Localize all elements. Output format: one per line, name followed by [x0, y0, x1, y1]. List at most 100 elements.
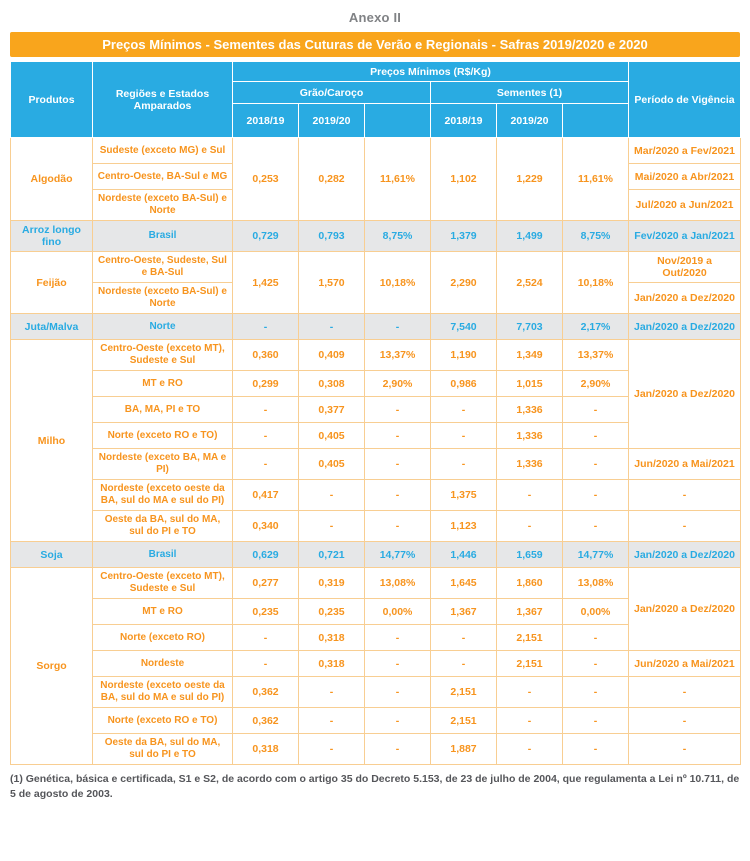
region-cell: Centro-Oeste, BA-Sul e MG [92, 163, 233, 190]
table-row: Nordeste (exceto BA-Sul) e Norte Jul/2020… [11, 189, 741, 221]
value-cell: 0,417 [232, 479, 299, 511]
value-cell: - [364, 676, 431, 708]
footnote: (1) Genética, básica e certificada, S1 e… [10, 773, 740, 801]
region-cell: Nordeste (exceto BA-Sul) e Norte [92, 189, 233, 221]
value-cell: 11,61% [562, 137, 629, 221]
value-cell: 1,190 [430, 339, 497, 371]
period-cell: Mar/2020 a Fev/2021 [628, 137, 741, 164]
region-cell: Centro-Oeste (exceto MT), Sudeste e Sul [92, 567, 233, 599]
col-header-grao-variation [364, 103, 431, 138]
value-cell: 1,659 [496, 541, 563, 568]
region-cell: Brasil [92, 541, 233, 568]
price-table: Produtos Regiões e Estados Amparados Pre… [10, 61, 741, 765]
value-cell: 0,318 [298, 624, 365, 651]
region-cell: Centro-Oeste, Sudeste, Sul e BA-Sul [92, 251, 233, 283]
value-cell: 0,793 [298, 220, 365, 252]
col-header-grao-year-prev: 2018/19 [232, 103, 299, 138]
table-row: Algodão Sudeste (exceto MG) e Sul 0,253 0,2… [10, 137, 741, 221]
value-cell: - [298, 707, 365, 734]
period-cell: Jan/2020 a Dez/2020 [628, 567, 741, 651]
value-cell: - [364, 624, 431, 651]
value-cell: - [562, 422, 629, 449]
col-header-grao-year-cur: 2019/20 [298, 103, 365, 138]
period-cell: - [628, 479, 741, 511]
value-cell: 1,015 [496, 370, 563, 397]
value-cell: - [364, 479, 431, 511]
table-row: Juta/Malva Norte - - -7,540 7,703 2,17% Jan/202… [10, 313, 741, 340]
value-cell: 0,282 [298, 137, 365, 221]
value-cell: 0,362 [232, 676, 299, 708]
table-row: Feijão Centro-Oeste, Sudeste, Sul e BA-Su… [10, 251, 741, 314]
period-cell: Jul/2020 a Jun/2021 [628, 189, 741, 221]
value-cell: 10,18% [364, 251, 431, 314]
value-cell: 0,377 [298, 396, 365, 423]
value-cell: - [364, 422, 431, 449]
value-cell: - [562, 650, 629, 677]
value-cell: 7,703 [496, 313, 563, 340]
value-cell: 0,629 [232, 541, 299, 568]
value-cell: - [364, 733, 431, 765]
value-cell: - [298, 313, 365, 340]
value-cell: 1,570 [298, 251, 365, 314]
value-cell: 1,367 [430, 598, 497, 625]
table-row: Nordeste (exceto BA, MA e PI) -0,405- -1,3… [11, 448, 741, 480]
value-cell: 2,90% [562, 370, 629, 397]
value-cell: - [232, 313, 299, 340]
value-cell: 0,360 [232, 339, 299, 371]
period-cell: Mai/2020 a Abr/2021 [628, 163, 741, 190]
col-header-periodo: Período de Vigência [628, 61, 741, 138]
period-cell: Jan/2020 a Dez/2020 [628, 282, 741, 314]
value-cell: - [364, 650, 431, 677]
value-cell: - [430, 422, 497, 449]
value-cell: 1,425 [232, 251, 299, 314]
table-row: Nordeste (exceto BA-Sul) e Norte Jan/2020… [11, 282, 741, 314]
value-cell: 1,349 [496, 339, 563, 371]
region-cell: Nordeste (exceto oeste da BA, sul do MA … [92, 479, 233, 511]
header-row-1: Produtos Regiões e Estados Amparados Pre… [10, 61, 741, 138]
value-cell: - [496, 479, 563, 511]
table-row: Milho Centro-Oeste (exceto MT), Sudeste e… [10, 339, 741, 542]
value-cell: 2,524 [496, 251, 563, 314]
value-cell: - [298, 733, 365, 765]
period-cell: - [628, 510, 741, 542]
col-header-grao-caroco: Grão/Caroço [232, 81, 431, 104]
period-cell: - [628, 676, 741, 708]
value-cell: - [430, 650, 497, 677]
value-cell: 0,986 [430, 370, 497, 397]
value-cell: - [364, 396, 431, 423]
page: Anexo II Preços Mínimos - Sementes das C… [10, 10, 741, 801]
value-cell: - [364, 313, 431, 340]
value-cell: - [232, 396, 299, 423]
value-cell: - [562, 676, 629, 708]
table-row: Arroz longo fino Brasil 0,729 0,793 8,75% 1,3… [10, 220, 741, 252]
table-row: MT e RO 0,235 0,235 0,00% 1,367 1,367 0,00% [11, 598, 741, 625]
region-cell: Norte (exceto RO e TO) [92, 707, 233, 734]
table-row: Nordeste (exceto oeste da BA, sul do MA … [11, 676, 741, 708]
value-cell: 0,299 [232, 370, 299, 397]
value-cell: - [562, 510, 629, 542]
table-row: Oeste da BA, sul do MA, sul do PI e TO 0,… [11, 510, 741, 542]
value-cell: 1,375 [430, 479, 497, 511]
value-cell: 8,75% [562, 220, 629, 252]
value-cell: - [364, 448, 431, 480]
value-cell: - [496, 707, 563, 734]
value-cell: 2,151 [496, 624, 563, 651]
region-cell: Norte [92, 313, 233, 340]
value-cell: 1,645 [430, 567, 497, 599]
col-header-precos-minimos: Preços Mínimos (R$/Kg) [232, 61, 629, 82]
col-header-sementes-year-cur: 2019/20 [496, 103, 563, 138]
value-cell: - [562, 733, 629, 765]
value-cell: - [496, 733, 563, 765]
value-cell: 0,362 [232, 707, 299, 734]
value-cell: - [232, 422, 299, 449]
product-cell: Arroz longo fino [10, 220, 93, 252]
value-cell: 14,77% [562, 541, 629, 568]
product-cell: Feijão [10, 251, 93, 314]
value-cell: 0,308 [298, 370, 365, 397]
region-cell: Oeste da BA, sul do MA, sul do PI e TO [92, 510, 233, 542]
value-cell: - [562, 396, 629, 423]
period-cell: Jan/2020 a Dez/2020 [628, 313, 741, 340]
period-cell: Jan/2020 a Dez/2020 [628, 541, 741, 568]
table-row: Nordeste (exceto oeste da BA, sul do MA … [11, 479, 741, 511]
table-row: Sorgo Centro-Oeste (exceto MT), Sudeste e… [10, 567, 741, 765]
